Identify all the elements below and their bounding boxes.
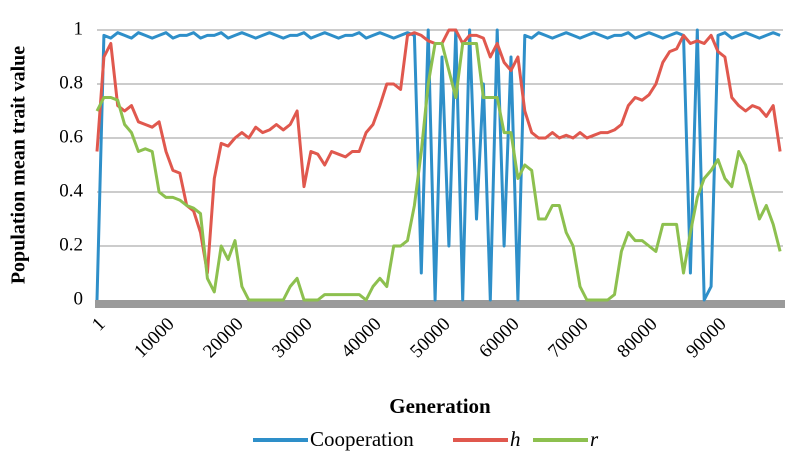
x-tick-label: 30000 xyxy=(268,314,316,362)
x-tick-label: 80000 xyxy=(613,314,661,362)
y-tick-label: 1 xyxy=(74,18,84,39)
x-tick-label: 40000 xyxy=(337,314,385,362)
x-tick-label: 1 xyxy=(88,314,110,336)
x-tick-label: 20000 xyxy=(199,314,247,362)
x-tick-label: 50000 xyxy=(406,314,454,362)
x-tick-label: 60000 xyxy=(475,314,523,362)
legend-label: r xyxy=(590,427,599,451)
series-line xyxy=(95,42,782,302)
series-line xyxy=(95,28,781,302)
x-axis-label: Generation xyxy=(389,394,491,418)
legend-label: Cooperation xyxy=(310,427,414,451)
x-tick-label: 70000 xyxy=(544,314,592,362)
y-tick-label: 0 xyxy=(74,288,84,309)
y-axis-label: Population mean trait value xyxy=(8,46,30,284)
y-tick-label: 0.6 xyxy=(59,126,83,147)
x-tick-label: 90000 xyxy=(682,314,730,362)
x-tick-label: 10000 xyxy=(130,314,178,362)
y-tick-label: 0.4 xyxy=(59,180,83,201)
y-tick-label: 0.8 xyxy=(59,72,83,93)
legend-label: h xyxy=(510,427,521,451)
y-tick-label: 0.2 xyxy=(59,234,83,255)
